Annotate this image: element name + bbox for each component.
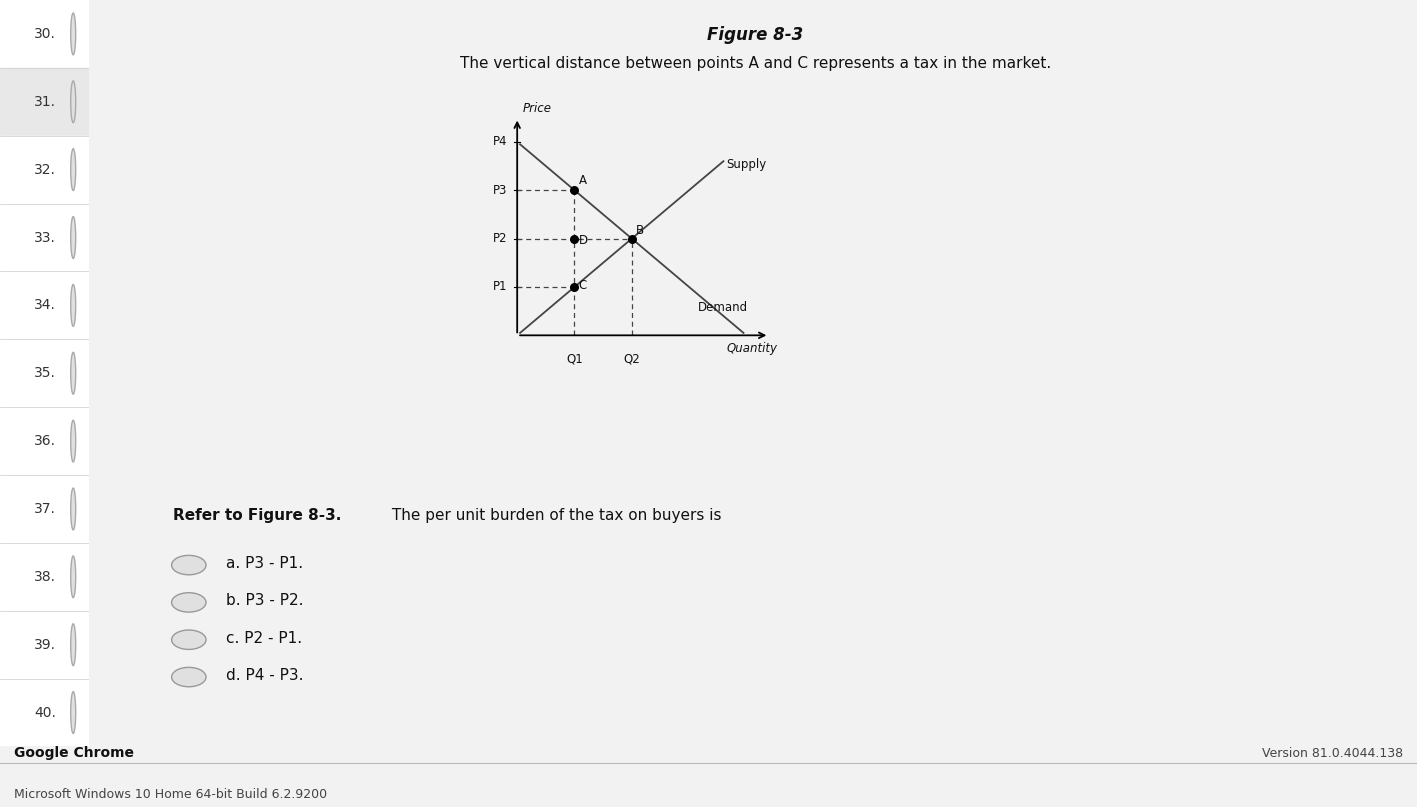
Point <box>621 232 643 245</box>
Text: P1: P1 <box>492 281 507 294</box>
Text: D: D <box>578 234 588 248</box>
Text: d. P4 - P3.: d. P4 - P3. <box>225 668 303 683</box>
Circle shape <box>71 624 75 666</box>
Text: Microsoft Windows 10 Home 64-bit Build 6.2.9200: Microsoft Windows 10 Home 64-bit Build 6… <box>14 788 327 801</box>
Text: 33.: 33. <box>34 231 55 245</box>
Text: 30.: 30. <box>34 27 55 41</box>
Text: 39.: 39. <box>34 638 55 652</box>
Bar <box>0 203 89 271</box>
Circle shape <box>171 630 205 650</box>
Text: Q1: Q1 <box>567 352 582 366</box>
Circle shape <box>71 353 75 394</box>
Circle shape <box>71 556 75 598</box>
Bar <box>0 271 89 339</box>
Circle shape <box>71 488 75 530</box>
Text: 31.: 31. <box>34 94 55 109</box>
Text: 40.: 40. <box>34 705 55 720</box>
Text: Google Chrome: Google Chrome <box>14 746 135 760</box>
Bar <box>0 408 89 475</box>
Text: P4: P4 <box>492 136 507 148</box>
Text: C: C <box>578 279 587 292</box>
Bar <box>0 136 89 203</box>
Circle shape <box>71 13 75 55</box>
Circle shape <box>71 420 75 462</box>
Circle shape <box>171 667 205 687</box>
Text: 32.: 32. <box>34 163 55 177</box>
Text: Figure 8-3: Figure 8-3 <box>707 26 803 44</box>
Bar <box>0 611 89 679</box>
Text: P3: P3 <box>493 184 507 197</box>
Circle shape <box>71 285 75 326</box>
Text: A: A <box>578 174 587 187</box>
Circle shape <box>171 555 205 575</box>
Text: Price: Price <box>523 102 551 115</box>
Text: P2: P2 <box>492 232 507 245</box>
Text: 34.: 34. <box>34 299 55 312</box>
Text: The vertical distance between points A and C represents a tax in the market.: The vertical distance between points A a… <box>459 56 1051 71</box>
Text: 36.: 36. <box>34 434 55 448</box>
Text: a. P3 - P1.: a. P3 - P1. <box>225 556 303 571</box>
Text: Refer to Figure 8-3.: Refer to Figure 8-3. <box>173 508 341 523</box>
Circle shape <box>71 692 75 734</box>
Text: 35.: 35. <box>34 366 55 380</box>
Bar <box>0 475 89 543</box>
Text: 38.: 38. <box>34 570 55 583</box>
Text: Demand: Demand <box>697 301 748 314</box>
Text: Q2: Q2 <box>623 352 640 366</box>
Text: Quantity: Quantity <box>727 342 778 355</box>
Text: The per unit burden of the tax on buyers is: The per unit burden of the tax on buyers… <box>387 508 721 523</box>
Bar <box>0 543 89 611</box>
Point <box>563 281 585 294</box>
Circle shape <box>71 148 75 190</box>
Text: Version 81.0.4044.138: Version 81.0.4044.138 <box>1261 746 1403 760</box>
Text: 37.: 37. <box>34 502 55 516</box>
Bar <box>0 679 89 746</box>
Bar <box>0 68 89 136</box>
Text: Supply: Supply <box>727 158 767 171</box>
Circle shape <box>171 592 205 613</box>
Bar <box>0 0 89 68</box>
Point <box>563 184 585 197</box>
Bar <box>0 339 89 408</box>
Text: c. P2 - P1.: c. P2 - P1. <box>225 631 302 646</box>
Circle shape <box>71 216 75 258</box>
Text: B: B <box>636 224 643 236</box>
Circle shape <box>71 81 75 123</box>
Text: b. P3 - P2.: b. P3 - P2. <box>225 593 303 608</box>
Point <box>563 232 585 245</box>
